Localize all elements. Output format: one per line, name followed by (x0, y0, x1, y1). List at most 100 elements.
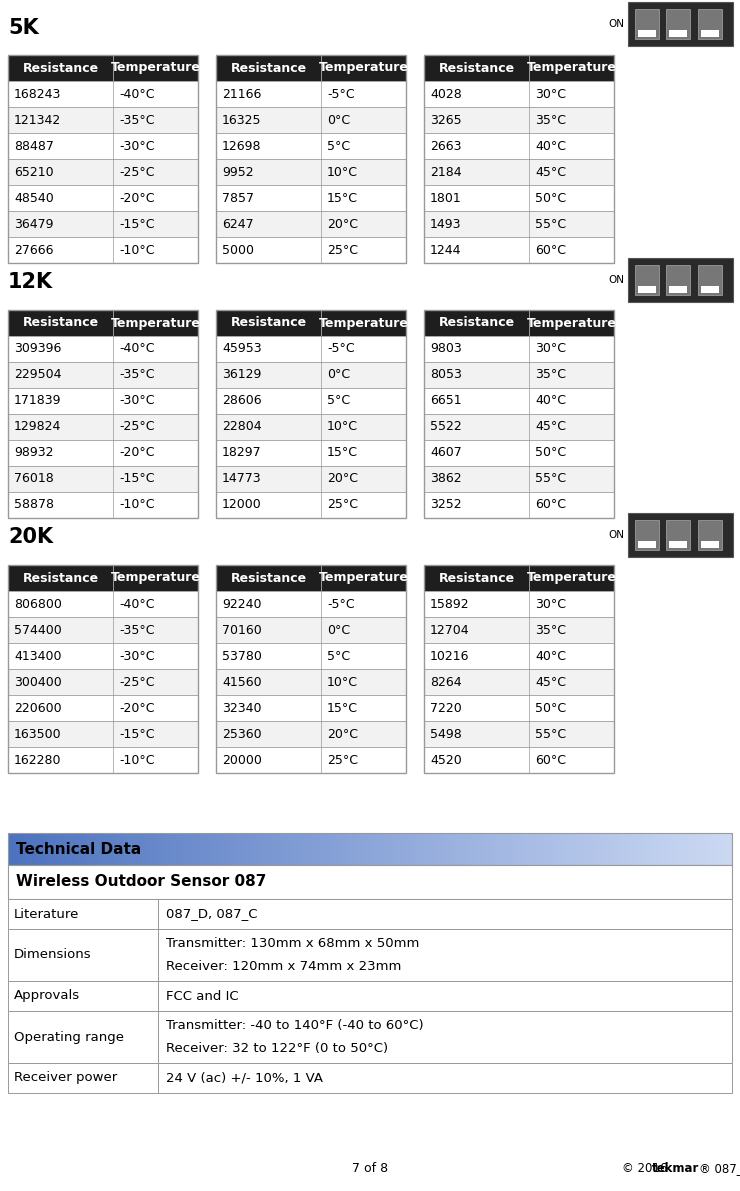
Bar (464, 833, 468, 865)
Bar (602, 833, 606, 865)
Bar (701, 541, 719, 548)
Bar (216, 107, 406, 133)
Bar (628, 258, 733, 303)
Bar (8, 237, 198, 263)
Bar (450, 833, 454, 865)
Bar (8, 107, 198, 133)
Bar (158, 1064, 732, 1093)
Bar (131, 833, 135, 865)
Bar (489, 833, 494, 865)
Bar (370, 833, 374, 865)
Bar (460, 833, 465, 865)
Bar (424, 336, 614, 362)
Bar (424, 617, 614, 643)
Bar (16, 833, 19, 865)
Bar (635, 520, 659, 550)
Bar (591, 833, 595, 865)
Bar (634, 833, 639, 865)
Text: 35°C: 35°C (535, 368, 566, 381)
Bar (164, 833, 168, 865)
Text: Temperature: Temperature (318, 62, 408, 75)
Text: 12000: 12000 (222, 499, 262, 511)
Bar (424, 237, 614, 263)
Text: 65210: 65210 (14, 166, 53, 179)
Bar (701, 30, 719, 37)
Bar (236, 833, 240, 865)
Bar (428, 833, 432, 865)
Bar (616, 833, 620, 865)
Bar (707, 833, 711, 865)
Bar (529, 833, 534, 865)
Text: Technical Data: Technical Data (16, 842, 141, 856)
Text: 25°C: 25°C (327, 754, 358, 767)
Bar (424, 55, 614, 81)
Text: 229504: 229504 (14, 368, 61, 381)
Text: 15°C: 15°C (327, 701, 358, 715)
Bar (443, 833, 446, 865)
Text: -35°C: -35°C (119, 368, 155, 381)
Text: Temperature: Temperature (318, 317, 408, 330)
Bar (698, 10, 722, 39)
Bar (200, 833, 204, 865)
Bar (609, 833, 613, 865)
Text: 9952: 9952 (222, 166, 254, 179)
Text: 220600: 220600 (14, 701, 61, 715)
Bar (692, 833, 696, 865)
Text: 60°C: 60°C (535, 499, 566, 511)
Bar (243, 833, 247, 865)
Text: 10°C: 10°C (327, 166, 358, 179)
Bar (158, 899, 732, 929)
Text: 35°C: 35°C (535, 624, 566, 636)
Bar (678, 833, 682, 865)
Bar (127, 833, 132, 865)
Text: 5°C: 5°C (327, 394, 350, 407)
Bar (84, 833, 88, 865)
Bar (272, 833, 276, 865)
Bar (363, 833, 367, 865)
Bar (265, 833, 269, 865)
Text: 48540: 48540 (14, 192, 54, 205)
Text: 35°C: 35°C (535, 113, 566, 126)
Bar (366, 833, 371, 865)
Text: Temperature: Temperature (110, 317, 201, 330)
Text: -35°C: -35°C (119, 624, 155, 636)
Bar (424, 565, 614, 591)
Bar (30, 833, 34, 865)
Bar (698, 266, 722, 295)
Text: Transmitter: 130mm x 68mm x 50mm: Transmitter: 130mm x 68mm x 50mm (166, 937, 420, 950)
Bar (525, 833, 530, 865)
Bar (18, 833, 23, 865)
Text: Temperature: Temperature (110, 572, 201, 585)
Bar (218, 833, 222, 865)
Text: © 2016: © 2016 (622, 1162, 671, 1176)
Text: -10°C: -10°C (119, 499, 155, 511)
Bar (659, 833, 664, 865)
Bar (349, 833, 352, 865)
Bar (283, 833, 287, 865)
Bar (486, 833, 490, 865)
Bar (301, 833, 306, 865)
Text: -15°C: -15°C (119, 218, 155, 231)
Bar (8, 865, 732, 899)
Bar (225, 833, 229, 865)
Bar (207, 833, 211, 865)
Bar (326, 833, 331, 865)
Bar (471, 833, 476, 865)
Text: 41560: 41560 (222, 675, 262, 688)
Bar (216, 747, 406, 773)
Bar (8, 492, 198, 518)
Text: 15°C: 15°C (327, 447, 358, 460)
Bar (536, 833, 541, 865)
Bar (446, 833, 450, 865)
Text: 25360: 25360 (222, 728, 262, 741)
Bar (8, 833, 12, 865)
Text: -15°C: -15°C (119, 473, 155, 486)
Text: 1493: 1493 (430, 218, 462, 231)
Bar (482, 833, 486, 865)
Bar (216, 669, 406, 696)
Bar (508, 833, 511, 865)
Bar (8, 211, 198, 237)
Bar (8, 55, 198, 263)
Text: 168243: 168243 (14, 87, 61, 100)
Text: 8053: 8053 (430, 368, 462, 381)
